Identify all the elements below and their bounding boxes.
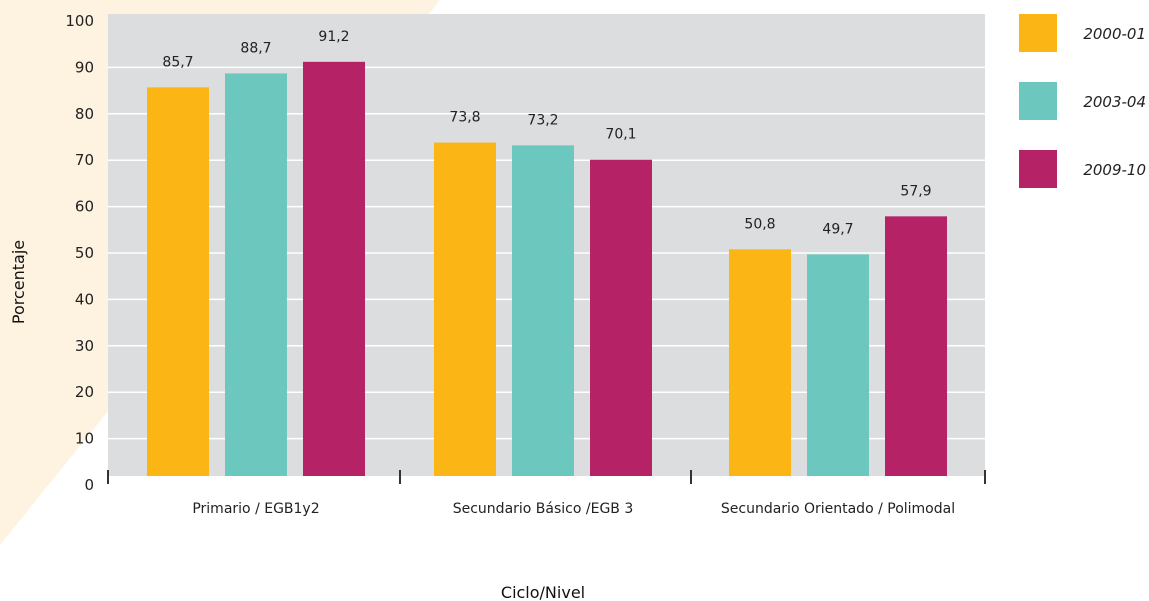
x-axis-title: Ciclo/Nivel [501,583,585,601]
y-tick-label: 60 [75,198,94,216]
legend-swatch [1019,14,1057,52]
y-tick-label: 30 [75,337,94,355]
legend-swatch [1019,150,1057,188]
data-label: 91,2 [318,29,349,45]
bar-2000-01-2 [434,142,496,477]
x-axis [107,470,986,484]
y-axis-tick-labels: 0 10 20 30 40 50 60 70 80 90 100 [65,12,94,494]
y-tick-label: 80 [75,105,94,123]
legend-label: 2003-04 [1083,93,1146,111]
bar-2009-10-2 [590,159,652,477]
bars [147,61,947,478]
bar-2009-10-3 [885,216,947,477]
legend-label: 2009-10 [1083,161,1146,179]
data-label: 73,8 [449,110,480,126]
data-label: 50,8 [744,216,775,232]
y-tick-label: 90 [75,58,94,76]
legend: 2000-01 2003-04 2009-10 [1019,14,1146,188]
y-tick-label: 70 [75,151,94,169]
y-tick-label: 0 [84,476,94,494]
legend-label: 2000-01 [1083,25,1146,43]
y-tick-label: 10 [75,430,94,448]
bar-2003-04-2 [512,145,574,478]
category-label: Secundario Básico /EGB 3 [453,501,634,517]
data-label: 88,7 [240,40,271,56]
data-label: 85,7 [162,54,193,70]
y-tick-label: 50 [75,244,94,262]
bar-2003-04-1 [225,73,287,477]
y-axis-title: Porcentaje [9,240,28,324]
data-label: 70,1 [605,127,636,143]
bar-2000-01-1 [147,87,209,478]
data-labels: 85,7 88,7 91,2 73,8 73,2 70,1 50,8 49,7 57,9 [162,29,931,238]
y-tick-label: 100 [65,12,94,30]
bar-2009-10-1 [303,61,365,477]
data-label: 49,7 [822,221,853,237]
y-tick-label: 40 [75,290,94,308]
category-labels: Primario / EGB1y2 Secundario Básico /EGB … [192,501,955,517]
data-label: 73,2 [527,112,558,128]
bar-2000-01-3 [729,249,791,477]
bar-2003-04-3 [807,254,869,477]
data-label: 57,9 [900,183,931,199]
category-label: Primario / EGB1y2 [192,501,319,517]
y-tick-label: 20 [75,383,94,401]
legend-swatch [1019,82,1057,120]
category-label: Secundario Orientado / Polimodal [721,501,955,517]
